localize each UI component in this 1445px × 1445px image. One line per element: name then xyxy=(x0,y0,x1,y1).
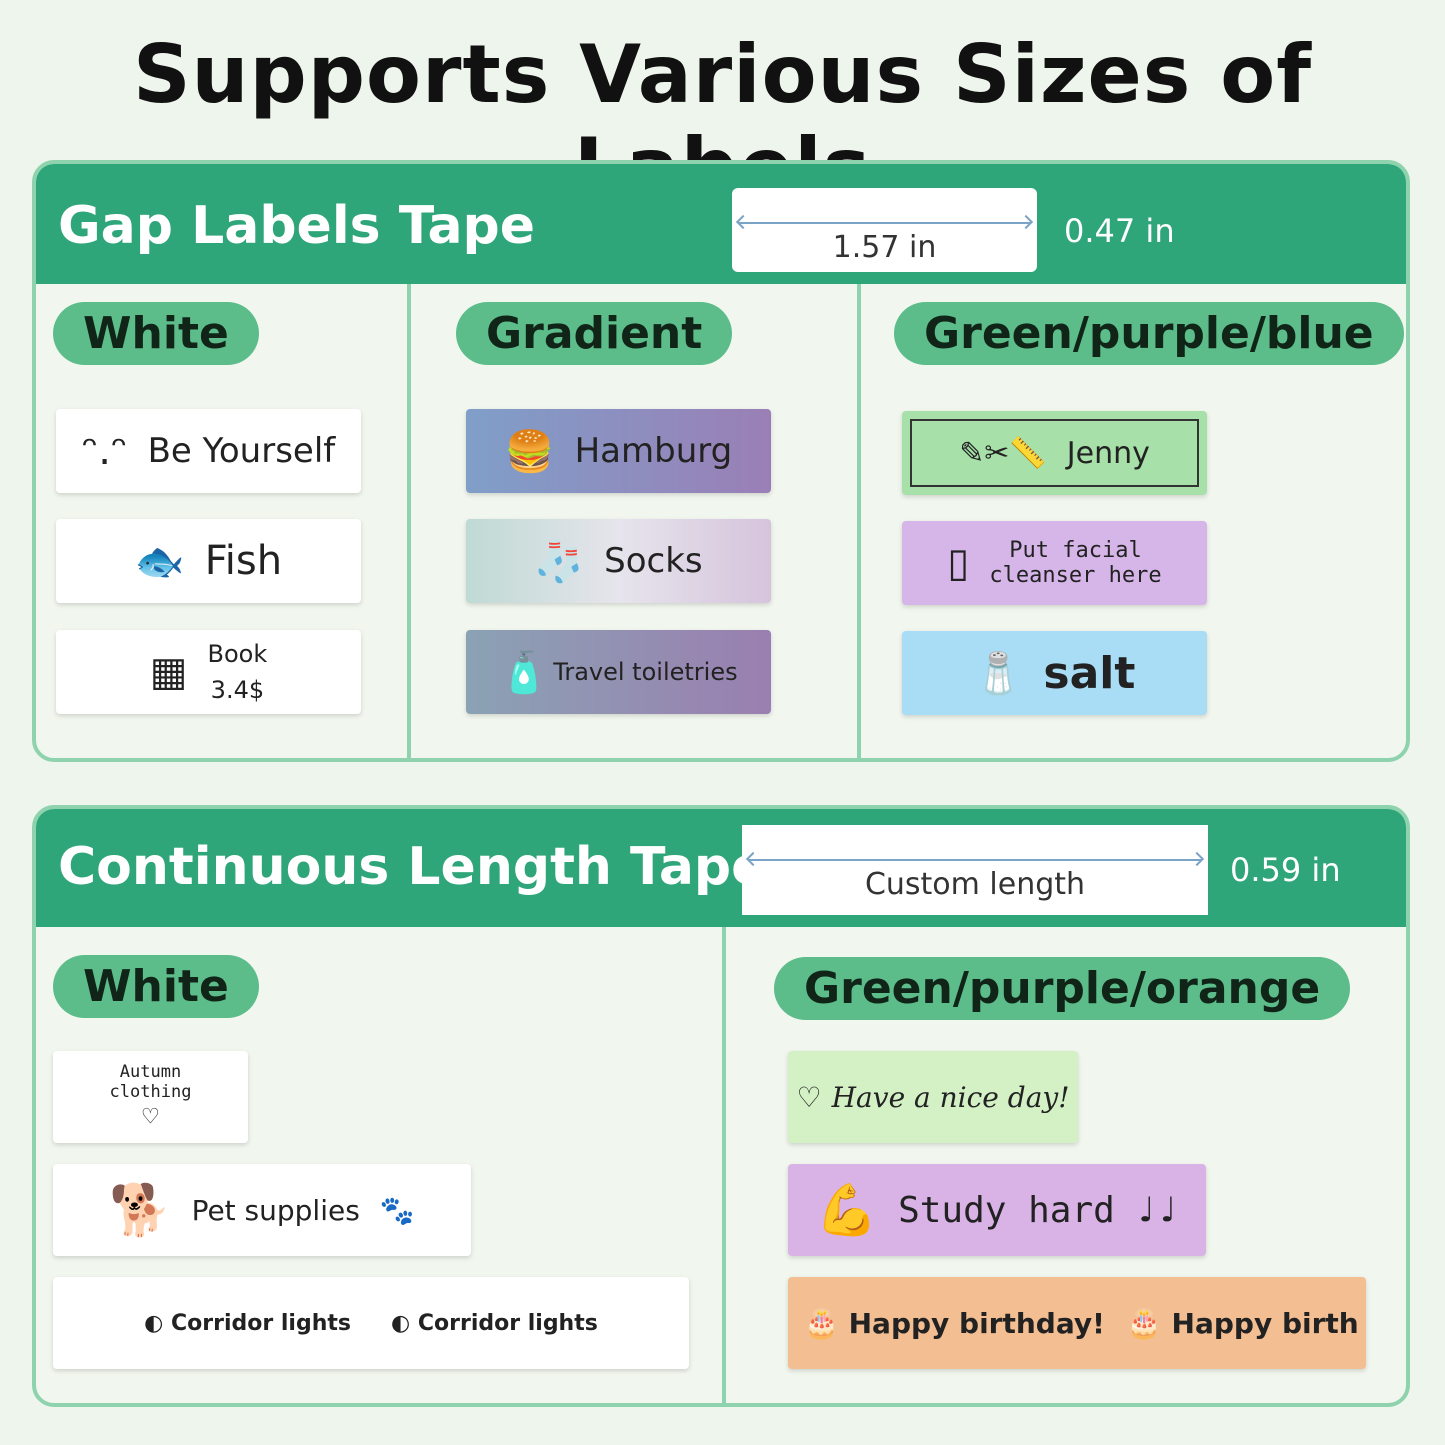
label-book: ▦ Book 3.4$ xyxy=(56,630,361,714)
qr-code-icon: ▦ xyxy=(149,649,188,695)
label-text: Travel toiletries xyxy=(553,658,738,686)
label-text: Happy birthday! xyxy=(848,1306,1105,1340)
label-salt: 🧂 salt xyxy=(902,631,1207,715)
label-be-yourself: ᵔ.ᵔ Be Yourself xyxy=(56,409,361,493)
note-icon: ♩♩ xyxy=(1134,1189,1179,1231)
toiletries-icon: 🧴 xyxy=(499,649,550,696)
cake-icon: 🎂 Happy birth xyxy=(1126,1306,1359,1340)
label-price: 3.4$ xyxy=(210,676,265,704)
lamp-icon: ◐ Corridor lights xyxy=(144,1310,351,1336)
label-text: Corridor lights xyxy=(417,1310,598,1336)
face-icon: ᵔ.ᵔ xyxy=(81,428,128,474)
divider xyxy=(722,927,726,1403)
lamp-icon: ◐ Corridor lights xyxy=(391,1310,598,1336)
gap-width-tape: 1.57 in xyxy=(732,188,1037,272)
divider xyxy=(857,284,861,758)
label-autumn-clothing: Autumn clothing ♡ xyxy=(53,1051,248,1143)
label-text: Pet supplies xyxy=(191,1193,360,1227)
socks-icon: 🧦 xyxy=(534,538,585,585)
continuous-width-tape: Custom length xyxy=(742,825,1208,915)
label-text: Happy birth xyxy=(1171,1306,1359,1340)
paw-icon: 🐾 xyxy=(379,1193,415,1227)
label-text: cleanser here xyxy=(989,563,1162,588)
pill-white: White xyxy=(53,302,259,365)
label-study-hard: 💪 Study hard ♩♩ xyxy=(788,1164,1206,1256)
salt-shaker-icon: 🧂 xyxy=(973,650,1024,697)
pill-white: White xyxy=(53,955,259,1018)
gap-width: 1.57 in xyxy=(832,230,937,265)
heart-icon: ♡ xyxy=(796,1080,822,1114)
muscle-icon: 💪 xyxy=(815,1180,879,1239)
gap-height: 0.47 in xyxy=(1064,212,1175,250)
continuous-header: Continuous Length Tape Custom length 0.5… xyxy=(36,809,1406,927)
gap-labels-panel: Gap Labels Tape 1.57 in 0.47 in White Gr… xyxy=(32,160,1410,762)
stationery-icon: ✎✂📏 xyxy=(959,435,1047,471)
label-facial-cleanser: ▯ Put facial cleanser here xyxy=(902,521,1207,605)
label-corridor-lights: ◐ Corridor lights ◐ Corridor lights xyxy=(53,1277,689,1369)
label-hamburg: 🍔 Hamburg xyxy=(466,409,771,493)
label-pet-supplies: 🐕 Pet supplies 🐾 xyxy=(53,1164,471,1256)
label-fish: 🐟 Fish xyxy=(56,519,361,603)
pill-gradient: Gradient xyxy=(456,302,733,365)
onesie-icon: ♡ xyxy=(142,1102,159,1132)
label-text: Socks xyxy=(604,541,703,581)
label-text: Have a nice day! xyxy=(831,1080,1070,1114)
label-happy-birthday: 🎂 Happy birthday! 🎂 Happy birth xyxy=(788,1277,1366,1369)
label-text: Corridor lights xyxy=(171,1310,351,1336)
cake-icon: 🎂 Happy birthday! xyxy=(804,1306,1105,1340)
label-travel-toiletries: 🧴 Travel toiletries xyxy=(466,630,771,714)
label-socks: 🧦 Socks xyxy=(466,519,771,603)
label-text: Book xyxy=(207,640,268,668)
continuous-width: Custom length xyxy=(864,867,1086,902)
gap-title: Gap Labels Tape xyxy=(58,196,536,256)
label-text: Fish xyxy=(204,538,283,584)
label-text: clothing xyxy=(109,1082,192,1102)
continuous-title: Continuous Length Tape xyxy=(58,837,767,897)
pill-green-purple-blue: Green/purple/blue xyxy=(894,302,1404,365)
label-text: Hamburg xyxy=(574,431,733,471)
pill-green-purple-orange: Green/purple/orange xyxy=(774,957,1351,1020)
label-text: Put facial xyxy=(1009,538,1142,563)
dog-icon: 🐕 xyxy=(109,1180,172,1239)
label-text: Autumn xyxy=(119,1062,182,1082)
hamburger-icon: 🍔 xyxy=(504,428,555,475)
label-text: Be Yourself xyxy=(147,431,336,471)
label-text: Study hard xyxy=(898,1189,1115,1231)
gap-header: Gap Labels Tape 1.57 in 0.47 in xyxy=(36,164,1406,284)
label-text: Jenny xyxy=(1066,435,1150,471)
label-jenny: ✎✂📏 Jenny xyxy=(902,411,1207,495)
fish-icon: 🐟 xyxy=(134,538,185,585)
tube-icon: ▯ xyxy=(947,540,970,586)
continuous-height: 0.59 in xyxy=(1230,851,1341,889)
label-text: salt xyxy=(1043,647,1136,699)
continuous-tape-panel: Continuous Length Tape Custom length 0.5… xyxy=(32,805,1410,1407)
divider xyxy=(407,284,411,758)
label-have-a-nice-day: ♡ Have a nice day! xyxy=(788,1051,1078,1143)
